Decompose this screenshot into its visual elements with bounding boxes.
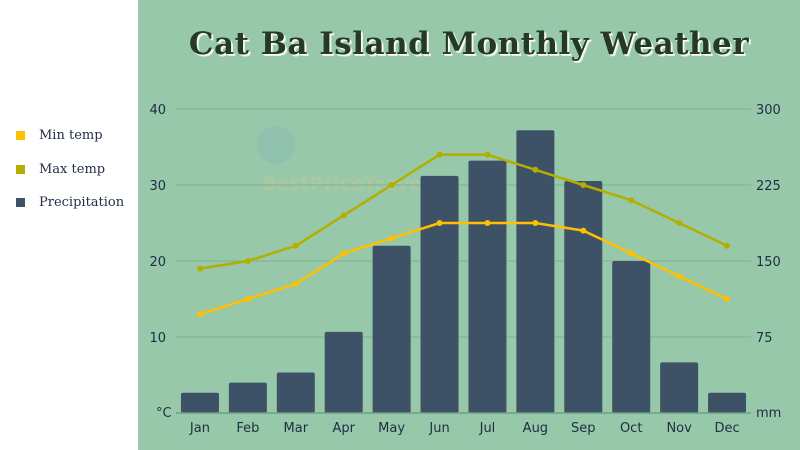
bar-jul: [468, 160, 507, 413]
x-tick-label: Nov: [666, 421, 692, 436]
legend-item-precipitation: Precipitation: [16, 195, 124, 210]
y-right-tick-label: 150: [756, 255, 781, 270]
legend-label: Precipitation: [39, 195, 125, 210]
point-max-temp: [532, 166, 539, 173]
point-min-temp: [628, 250, 635, 257]
legend-swatch: [16, 131, 25, 140]
chart-title: Cat Ba Island Monthly Weather: [188, 26, 750, 62]
bar-may: [372, 245, 411, 413]
legend-swatch: [16, 165, 25, 174]
x-tick-label: Apr: [332, 421, 355, 436]
bar-sep: [564, 180, 603, 413]
point-max-temp: [292, 242, 299, 249]
point-min-temp: [388, 235, 395, 242]
bar-jan: [180, 392, 219, 413]
point-max-temp: [388, 182, 395, 188]
y-left-tick-label: 40: [149, 103, 166, 118]
y-right-tick-label: 300: [756, 103, 781, 118]
point-max-temp: [436, 151, 443, 158]
x-tick-label: Jun: [428, 421, 449, 436]
x-tick-label: Jul: [479, 421, 496, 436]
bar-jun: [420, 175, 459, 413]
point-max-temp: [580, 182, 587, 188]
y-right-tick-label: 225: [756, 179, 781, 194]
bar-nov: [660, 362, 699, 413]
point-min-temp: [724, 296, 731, 302]
point-max-temp: [676, 220, 683, 226]
x-tick-label: May: [378, 421, 405, 436]
line-min-temp: [199, 221, 728, 316]
bar-oct: [612, 261, 651, 413]
y-left-tick-label: 10: [149, 331, 166, 346]
y-right-tick-label: 75: [756, 331, 773, 346]
x-tick-label: Aug: [523, 421, 548, 436]
point-min-temp: [196, 311, 203, 318]
x-tick-label: Sep: [571, 421, 596, 436]
x-tick-label: Mar: [284, 421, 309, 436]
point-max-temp: [724, 242, 731, 249]
point-max-temp: [340, 212, 347, 219]
x-tick-label: Jan: [189, 421, 210, 436]
y-left-tick-label: 20: [149, 255, 166, 270]
bar-feb: [228, 382, 267, 413]
bar-dec: [708, 392, 747, 413]
point-min-temp: [244, 296, 251, 302]
point-min-temp: [340, 250, 347, 257]
bar-apr: [324, 331, 363, 413]
point-max-temp: [628, 197, 635, 204]
legend-item-max-temp: Max temp: [16, 162, 105, 177]
point-min-temp: [292, 280, 299, 287]
y-right-unit: mm: [756, 406, 781, 421]
point-max-temp: [244, 258, 251, 264]
bar-mar: [276, 372, 315, 413]
legend-item-min-temp: Min temp: [16, 128, 103, 143]
watermark-logo: BestPriceTravel: [257, 126, 429, 195]
x-tick-label: Feb: [236, 421, 259, 436]
line-max-temp: [199, 153, 728, 270]
x-tick-label: Oct: [620, 421, 642, 436]
point-min-temp: [532, 220, 539, 226]
x-tick-label: Dec: [714, 421, 739, 436]
y-left-unit: °C: [156, 406, 172, 421]
point-min-temp: [580, 227, 587, 234]
bar-aug: [516, 130, 555, 413]
point-min-temp: [676, 273, 683, 280]
point-max-temp: [196, 265, 203, 272]
legend: Min temp Max temp Precipitation: [0, 0, 138, 450]
legend-swatch: [16, 198, 25, 207]
point-max-temp: [484, 151, 491, 158]
watermark-text: BestPriceTravel: [262, 173, 429, 195]
point-min-temp: [436, 220, 443, 226]
point-min-temp: [484, 220, 491, 226]
legend-label: Min temp: [39, 128, 103, 143]
y-left-tick-label: 30: [149, 179, 166, 194]
legend-label: Max temp: [39, 162, 106, 177]
